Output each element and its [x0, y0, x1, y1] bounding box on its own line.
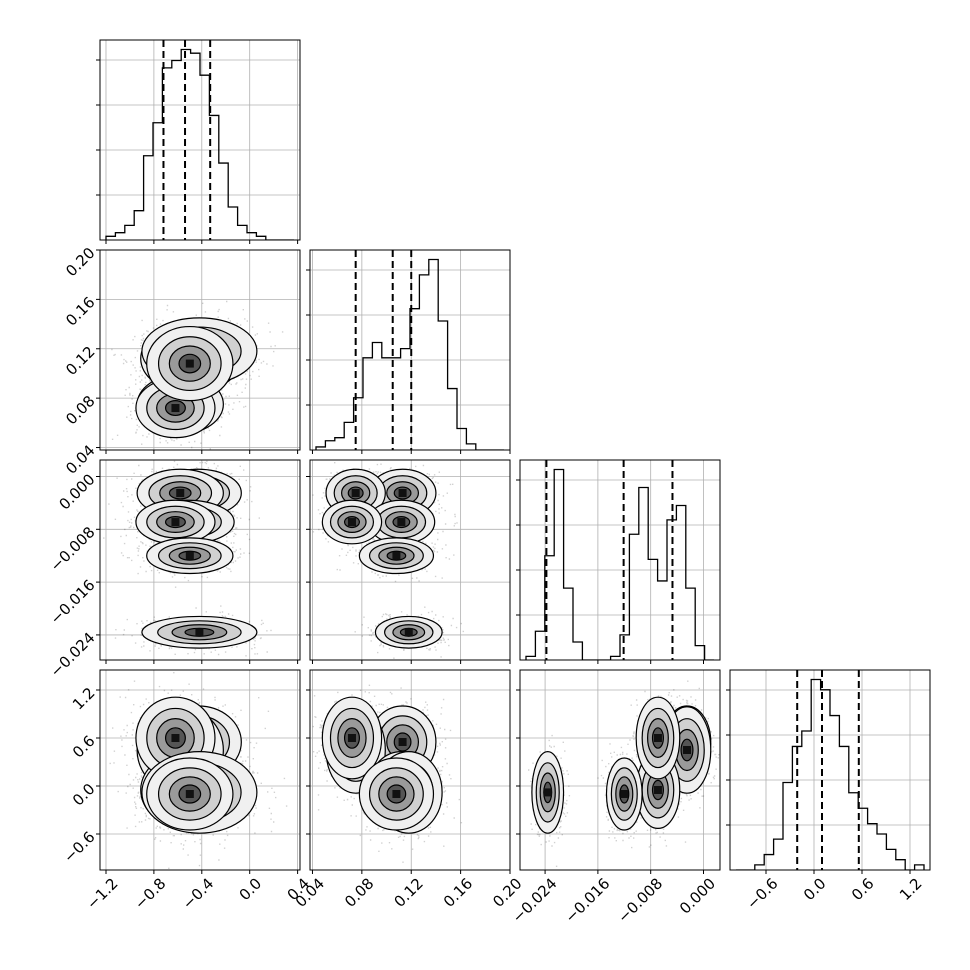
panel-2-2-grid	[520, 460, 720, 660]
ytick-label-1-0: 0.04	[62, 441, 98, 477]
density-peak-0-3-3	[171, 734, 180, 742]
xtick-label-1-3: 0.16	[440, 874, 476, 910]
ytick-label-1-4: 0.20	[62, 244, 98, 280]
density-peak-2-3-5	[620, 790, 629, 798]
density-peak-2-3-2	[653, 786, 662, 794]
scatter-1-3	[310, 684, 463, 863]
ytick-label-1-1: 0.08	[62, 392, 98, 428]
panel-frame-2-3	[519, 669, 721, 871]
xtick-label-3-2: 0.6	[848, 874, 878, 904]
panel-frame-3-3	[729, 669, 931, 871]
ytick-label-2-1: −0.016	[47, 576, 99, 628]
xtick-label-1-2: 0.12	[390, 874, 426, 910]
ytick-label-3-2: 0.6	[69, 732, 99, 762]
density-peak-0-2-3	[171, 518, 180, 527]
density-peak-1-2-1	[351, 489, 360, 498]
density-peak-0-2-5	[185, 551, 194, 560]
histogram-1	[315, 258, 504, 450]
histogram-0	[105, 48, 294, 240]
panel-1-3	[306, 669, 511, 874]
xtick-label-2-3: 0.000	[676, 874, 719, 917]
xtick-label-0-3: 0.0	[236, 874, 266, 904]
xtick-label-0-0: −1.2	[83, 874, 121, 912]
density-peak-0-1-3	[171, 404, 180, 413]
density-peak-2-3-4	[543, 788, 552, 797]
xtick-label-3-0: −0.6	[743, 874, 781, 912]
panel-3-3	[726, 669, 931, 874]
density-peak-0-2-1	[176, 489, 185, 498]
xtick-label-0-1: −0.8	[131, 874, 169, 912]
density-peak-1-2-2	[397, 518, 406, 527]
panel-frame-1-1	[309, 249, 511, 451]
density-peak-1-3-0	[398, 738, 407, 746]
scatter-2-3	[528, 680, 720, 867]
density-peak-1-2-3	[347, 518, 356, 527]
xtick-label-1-1: 0.08	[341, 874, 377, 910]
panel-0-1	[96, 249, 301, 454]
density-peak-2-3-3	[653, 734, 662, 742]
ytick-label-1-2: 0.12	[62, 343, 98, 379]
ytick-label-3-1: 0.0	[69, 780, 99, 810]
ytick-label-2-2: −0.008	[47, 523, 99, 575]
density-peak-1-3-3	[347, 734, 356, 742]
density-peak-0-1-5	[185, 359, 194, 368]
panel-frame-0-3	[99, 669, 301, 871]
panel-1-1	[306, 249, 511, 454]
panel-0-3	[96, 669, 301, 874]
density-peak-1-3-5	[392, 790, 401, 798]
panel-frame-2-2	[519, 459, 721, 661]
scatter-0-1	[111, 300, 284, 450]
panel-3-3-grid	[730, 670, 930, 870]
scatter-0-2	[103, 460, 272, 657]
xtick-label-3-1: 0.0	[800, 874, 830, 904]
ytick-label-1-3: 0.16	[62, 293, 98, 329]
ytick-label-2-3: 0.000	[55, 470, 98, 513]
histogram-3	[736, 678, 925, 870]
xtick-label-2-2: −0.008	[614, 874, 666, 926]
panel-frame-1-2	[309, 459, 511, 661]
ytick-label-2-0: −0.024	[47, 629, 99, 681]
xtick-label-2-1: −0.016	[561, 874, 613, 926]
panel-frame-0-2	[99, 459, 301, 661]
density-peak-0-2-4	[195, 628, 204, 637]
panel-frame-0-0	[99, 39, 301, 241]
panel-2-3	[516, 669, 721, 874]
panel-frame-0-1	[99, 249, 301, 451]
panel-2-2	[516, 459, 721, 664]
scatter-1-2	[312, 462, 464, 659]
xtick-label-3-3: 1.2	[896, 874, 926, 904]
density-peak-2-3-1	[682, 746, 691, 754]
ytick-label-3-3: 1.2	[69, 684, 99, 714]
panel-1-1-grid	[310, 250, 510, 450]
density-peak-1-2-0	[398, 489, 407, 498]
panel-1-2	[306, 459, 511, 664]
density-peak-1-2-4	[404, 628, 413, 637]
histogram-2	[525, 468, 714, 660]
scatter-0-3	[109, 672, 288, 869]
density-peak-0-3-5	[185, 790, 194, 798]
ytick-label-3-0: −0.6	[60, 828, 98, 866]
xtick-label-0-2: −0.4	[179, 874, 217, 912]
panel-0-0	[96, 39, 301, 244]
density-peak-1-2-5	[392, 551, 401, 560]
panel-frame-1-3	[309, 669, 511, 871]
panel-0-2	[96, 459, 301, 664]
